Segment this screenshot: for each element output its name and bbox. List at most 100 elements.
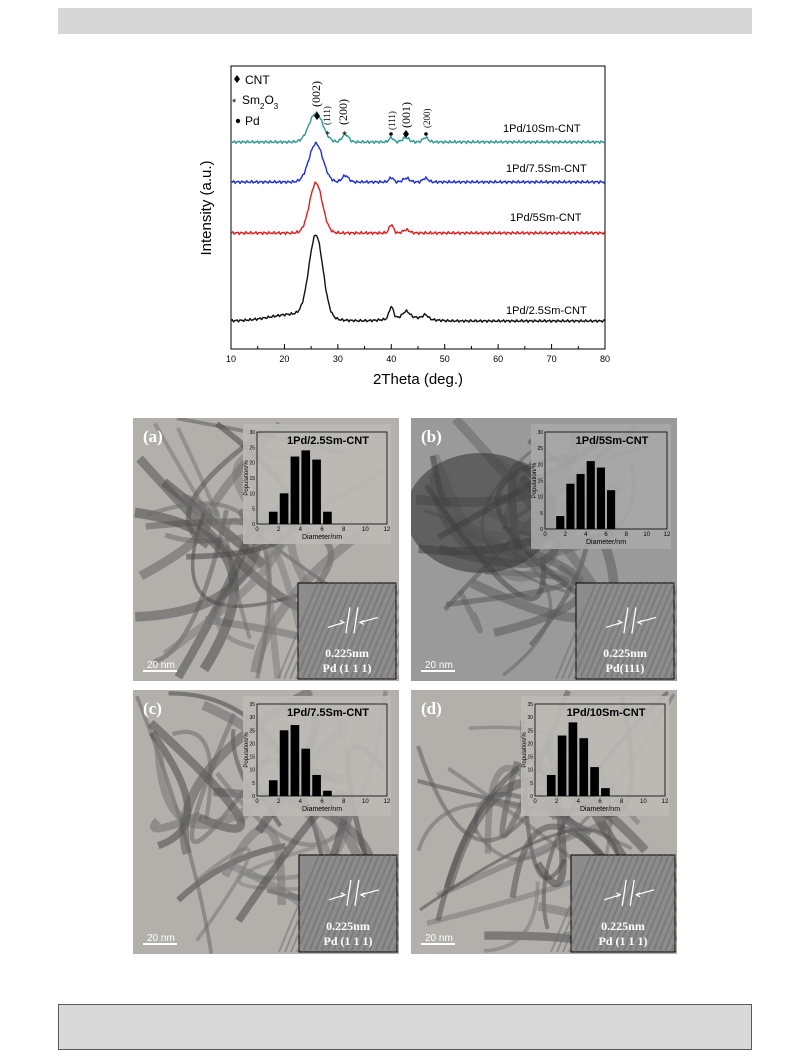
lattice-fringe (289, 582, 331, 680)
lattice-plane-label: Pd(111) (606, 661, 645, 675)
histogram-bar (312, 459, 321, 524)
scale-bar-label: 20 nm (147, 933, 175, 944)
histogram-frame (534, 703, 666, 797)
pd-dot-icon (235, 118, 241, 124)
histogram-xtick-label: 6 (320, 799, 324, 805)
lattice-fringe (639, 587, 677, 680)
tem-panel-d: 0 2 4 6 8 10 12 0 5 10 15 20 25 30 35 Diameter/nm Popula… (411, 690, 677, 954)
diameter-histogram: 0 2 4 6 8 10 12 0 5 10 15 20 25 30 35 Diameter/nm Popula… (243, 696, 391, 816)
xrd-legend: CNT * Sm2O3 Pd (232, 73, 279, 128)
histogram-bar (312, 774, 321, 796)
lattice-fringe (337, 582, 379, 680)
xrd-series-line (230, 234, 606, 324)
histogram-ytick-label: 35 (249, 702, 255, 708)
lattice-fringe (597, 582, 639, 680)
histogram-ytick-label: 30 (537, 430, 543, 436)
lattice-fringe (314, 854, 356, 953)
nanotube-texture (221, 824, 286, 906)
histogram-xtick-label: 6 (320, 527, 324, 533)
histogram-xtick-label: 4 (577, 799, 581, 805)
histogram-ytick-label: 15 (249, 755, 255, 761)
lattice-fringe (277, 582, 319, 680)
lattice-fringe (562, 854, 604, 953)
lattice-fringe (574, 854, 616, 953)
lattice-fringe (657, 630, 677, 680)
peak-label-111-pd: (111) (387, 111, 397, 130)
histogram-xlabel: Diameter/nm (302, 806, 342, 813)
lattice-fringe (374, 891, 399, 953)
histogram-ytick-label: 15 (527, 755, 533, 761)
legend-pd: Pd (245, 114, 260, 128)
lattice-fringe (645, 602, 677, 680)
histogram-ytick-label: 0 (530, 794, 533, 800)
arrow-left-icon (359, 889, 380, 898)
histogram-xtick-label: 12 (384, 527, 391, 533)
tem-image-b: 0 2 4 6 8 10 12 0 5 10 15 20 25 30 Diameter/nm Populati… (411, 418, 677, 681)
lattice-fringe (669, 659, 677, 680)
histogram-xtick-label: 12 (662, 799, 669, 805)
xrd-xtick-label: 10 (226, 354, 236, 364)
histogram-bar (568, 722, 578, 796)
histogram-ytick-label: 0 (252, 794, 255, 800)
lattice-fringe (320, 854, 362, 953)
lattice-fringe (349, 582, 391, 680)
histogram-bar (576, 474, 585, 529)
lattice-fringe (585, 582, 627, 680)
peak-marker-cnt-002 (314, 112, 320, 120)
tem-image-a: 0 2 4 6 8 10 12 0 5 10 15 20 25 30 Diameter/nm Populati… (133, 418, 399, 681)
nanotube-texture (195, 846, 252, 942)
lattice-mark (629, 879, 635, 906)
histogram-frame (256, 703, 388, 797)
lattice-fringe (284, 854, 326, 953)
histogram-ytick-label: 0 (252, 522, 255, 528)
tem-image-c: 0 2 4 6 8 10 12 0 5 10 15 20 25 30 35 Diameter/nm Popula… (133, 690, 399, 954)
series-label-10sm: 1Pd/10Sm-CNT (503, 123, 581, 135)
xrd-xlabel: 2Theta (deg.) (373, 371, 463, 388)
lattice-fringe (579, 582, 621, 680)
histogram-ytick-label: 10 (527, 768, 533, 774)
panel-letter: (c) (143, 699, 162, 718)
lattice-fringe (313, 582, 355, 680)
histogram-ytick-label: 20 (527, 741, 533, 747)
arrow-right-icon (605, 619, 624, 628)
histogram-ytick-label: 25 (537, 446, 543, 452)
lattice-mark (345, 607, 351, 634)
histogram-ytick-label: 5 (252, 781, 255, 787)
dark-aggregate (411, 453, 556, 573)
lattice-fringe (308, 854, 350, 953)
lattice-fringe (580, 854, 622, 953)
histogram-xtick-label: 4 (299, 527, 303, 533)
histogram-bar (607, 490, 616, 529)
lattice-fringe (592, 854, 634, 953)
histogram-xlabel: Diameter/nm (586, 539, 626, 546)
lattice-fringe (367, 602, 399, 680)
series-label-25sm: 1Pd/2.5Sm-CNT (506, 305, 587, 317)
lattice-mark (621, 879, 627, 906)
lattice-fringe (355, 582, 397, 680)
histogram-xtick-label: 0 (543, 532, 547, 538)
arrow-right-icon (327, 619, 346, 628)
histogram-ylabel: Population/% (532, 462, 538, 498)
xrd-series-line (231, 181, 606, 236)
lattice-mark (623, 607, 629, 634)
lattice-mark (353, 607, 359, 634)
lattice-fringe (663, 645, 677, 680)
series-label-5sm: 1Pd/5Sm-CNT (510, 212, 582, 224)
histogram-bar (590, 767, 599, 796)
arrow-left-icon (634, 889, 655, 898)
lattice-fringe (319, 582, 361, 680)
histogram-xtick-label: 2 (277, 527, 281, 533)
histogram-xtick-label: 8 (625, 532, 629, 538)
nanotube-texture (134, 507, 240, 673)
lattice-fringe (604, 854, 646, 953)
lattice-spacing-label: 0.225nm (603, 646, 647, 660)
lattice-fringe (331, 582, 373, 680)
lattice-fringe (598, 854, 640, 953)
lattice-mark (346, 879, 352, 906)
lattice-fringe (658, 905, 677, 953)
diameter-histogram: 0 2 4 6 8 10 12 0 5 10 15 20 25 30 35 Diameter/nm Popula… (521, 696, 669, 816)
histogram-bar (268, 511, 278, 524)
